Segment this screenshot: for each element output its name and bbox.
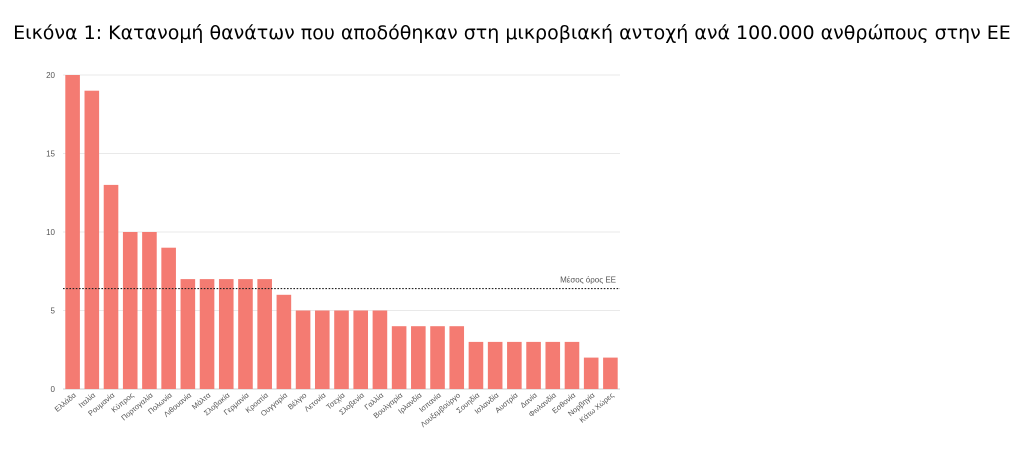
bar	[545, 341, 561, 389]
bar	[468, 341, 484, 389]
bar	[314, 310, 330, 389]
y-tick-label: 15	[46, 150, 55, 159]
bar	[411, 326, 426, 389]
y-tick-label: 20	[46, 71, 55, 80]
bar	[103, 184, 119, 389]
bar	[238, 279, 253, 389]
bar	[449, 326, 465, 389]
bar	[142, 232, 157, 389]
bar	[334, 310, 349, 389]
bar	[487, 341, 503, 389]
bar	[564, 341, 580, 389]
bar	[122, 232, 138, 389]
y-tick-label: 5	[51, 307, 56, 316]
bar	[161, 247, 176, 389]
bar	[199, 279, 215, 389]
bar	[218, 279, 234, 389]
y-tick-label: 0	[51, 385, 56, 394]
bar	[65, 75, 80, 389]
y-tick-label: 10	[46, 228, 55, 237]
bar	[257, 279, 272, 389]
bar	[583, 357, 599, 389]
bar	[353, 310, 369, 389]
bar	[180, 279, 196, 389]
bar	[507, 341, 522, 389]
bar	[603, 357, 618, 389]
average-line-label: Μέσος όρος ΕΕ	[560, 276, 616, 285]
x-tick-label: Λετονία	[303, 390, 329, 413]
bar	[430, 326, 445, 389]
bar	[526, 341, 541, 389]
bar	[295, 310, 311, 389]
x-tick-label: Ελλάδα	[53, 390, 79, 414]
bar	[276, 294, 292, 389]
bar	[372, 310, 388, 389]
bar	[84, 90, 100, 389]
figure-caption: Εικόνα 1: Κατανομή θανάτων που αποδόθηκα…	[13, 22, 1011, 44]
bar	[391, 326, 407, 389]
